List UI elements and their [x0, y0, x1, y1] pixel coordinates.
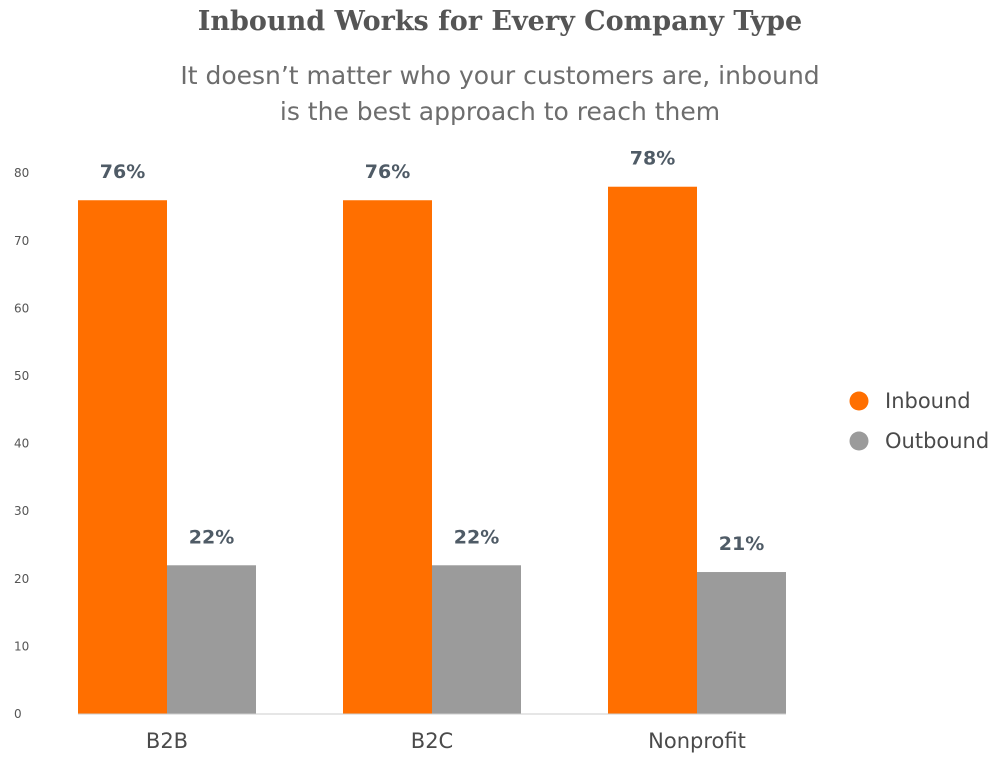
bar-inbound-b2b	[78, 200, 167, 715]
data-label: 76%	[100, 161, 145, 183]
bar-outbound-nonprofit	[697, 572, 786, 714]
legend-label-outbound: Outbound	[885, 429, 989, 453]
chart-subtitle: It doesn’t matter who your customers are…	[0, 58, 1000, 130]
legend: Inbound Outbound	[849, 389, 989, 453]
legend-marker-inbound	[849, 391, 869, 411]
legend-label-inbound: Inbound	[885, 389, 971, 413]
y-axis: 0 10 20 30 40 50 60 70 80	[14, 166, 29, 721]
bar-inbound-b2c	[343, 200, 432, 715]
x-tick-label: B2C	[411, 729, 453, 753]
y-tick-label: 50	[14, 369, 29, 383]
legend-marker-outbound	[849, 431, 869, 451]
data-label: 22%	[454, 526, 499, 548]
data-label: 78%	[630, 148, 675, 170]
x-axis: B2B B2C Nonprofit	[146, 729, 746, 753]
y-tick-label: 40	[14, 437, 29, 451]
y-tick-label: 70	[14, 234, 29, 248]
y-tick-label: 80	[14, 166, 29, 180]
y-tick-label: 10	[14, 639, 29, 653]
data-label: 76%	[365, 161, 410, 183]
chart-subtitle-line-2: is the best approach to reach them	[279, 97, 721, 126]
data-label: 22%	[189, 526, 234, 548]
bar-inbound-nonprofit	[608, 186, 697, 715]
y-tick-label: 20	[14, 572, 29, 586]
chart-subtitle-line-1: It doesn’t matter who your customers are…	[180, 61, 820, 90]
y-tick-label: 0	[14, 707, 22, 721]
y-tick-label: 30	[14, 504, 29, 518]
bar-outbound-b2b	[167, 565, 256, 714]
x-tick-label: Nonprofit	[648, 729, 746, 753]
bar-outbound-b2c	[432, 565, 521, 714]
x-tick-label: B2B	[146, 729, 188, 753]
y-tick-label: 60	[14, 301, 29, 315]
plot-area: 76% 76% 78% 22% 22% 21%	[78, 148, 786, 715]
chart-title: Inbound Works for Every Company Type	[197, 6, 803, 37]
data-label: 21%	[719, 533, 764, 555]
